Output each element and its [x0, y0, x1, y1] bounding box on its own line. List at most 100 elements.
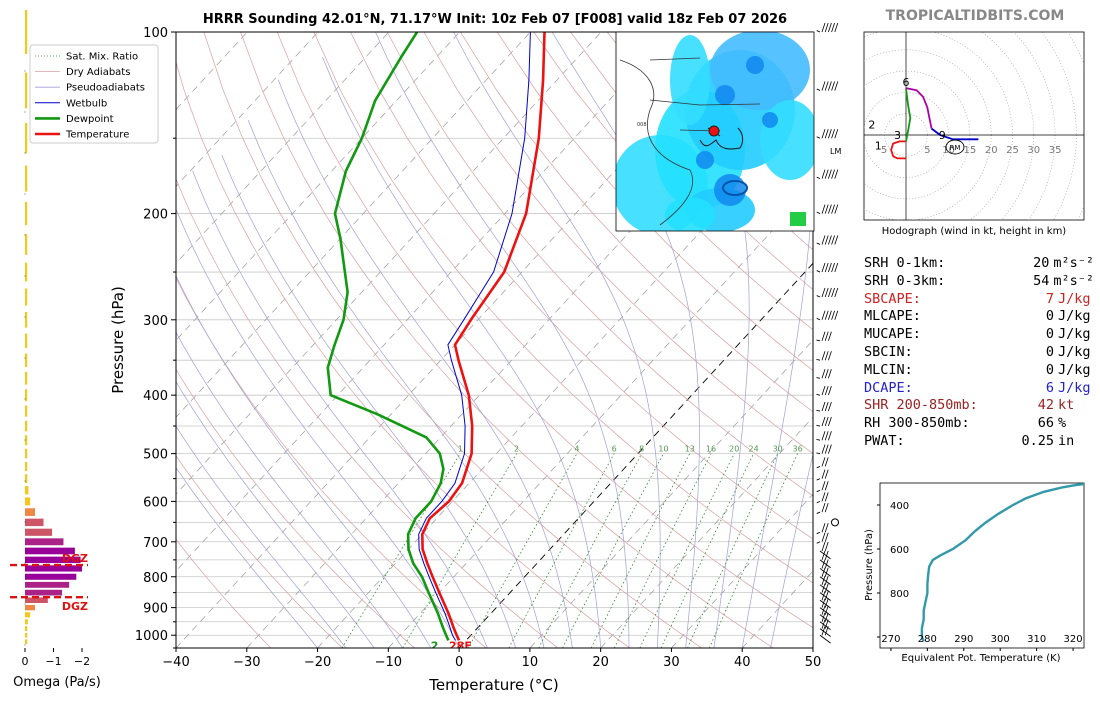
- theta-e-xlabel: Equivalent Pot. Temperature (K): [901, 653, 1060, 664]
- barb-flag: [822, 311, 825, 320]
- barb-staff: [820, 551, 831, 559]
- sounding-location-marker: [709, 126, 719, 136]
- barb-flag: [828, 235, 831, 244]
- wetbulb-line: [419, 32, 531, 640]
- mixing-ratio-label: 13: [685, 445, 695, 454]
- mixing-ratio-line: [563, 454, 664, 648]
- radar-echo: [760, 100, 820, 180]
- barb-staff: [817, 177, 820, 178]
- omega-bar: [25, 202, 27, 225]
- mixing-ratio-label: 10: [658, 445, 668, 454]
- omega-bar: [25, 486, 28, 494]
- omega-bar: [25, 619, 28, 624]
- barb-staff: [817, 212, 820, 213]
- barb-staff: [817, 89, 820, 90]
- barb-staff: [816, 340, 820, 341]
- radar-green-patch: [790, 212, 806, 226]
- barb-flag: [822, 81, 825, 90]
- legend-label: Temperature: [65, 130, 129, 141]
- barb-flag: [828, 351, 831, 360]
- barb-flag: [835, 311, 838, 320]
- omega-bar: [25, 529, 52, 536]
- param-label: MLCAPE:: [864, 308, 994, 326]
- brand-watermark: TROPICALTIDBITS.COM: [886, 8, 1065, 24]
- barb-flag: [825, 81, 828, 90]
- x-tick-label: 20: [592, 655, 609, 670]
- barb-flag: [828, 129, 831, 138]
- lm-label: LM: [830, 147, 841, 156]
- y-tick-label: 400: [143, 389, 168, 404]
- y-tick-label: 900: [143, 602, 168, 617]
- omega-bar: [25, 612, 30, 617]
- barb-flag: [828, 402, 831, 411]
- param-label: MUCAPE:: [864, 326, 994, 344]
- barb-staff: [820, 635, 831, 643]
- dewpoint-line: [328, 32, 449, 640]
- legend-label: Dry Adiabats: [66, 67, 130, 78]
- barb-flag: [822, 235, 825, 244]
- surface-dewpoint-label: 2: [431, 639, 439, 652]
- barb-flag: [825, 492, 828, 501]
- mixing-ratio-label: 24: [749, 445, 759, 454]
- barb-flag: [835, 205, 838, 214]
- barb-flag: [822, 533, 825, 542]
- dry-adiabat: [131, 32, 558, 648]
- barb-staff: [816, 425, 820, 426]
- barb-flag: [822, 129, 825, 138]
- barb-flag: [825, 481, 828, 490]
- y-tick-label: 1000: [135, 629, 168, 644]
- param-unit: J/kg: [1058, 344, 1091, 362]
- omega-bar: [25, 288, 27, 305]
- barb-flag: [822, 386, 825, 395]
- hodograph-ring-label: 25: [1006, 145, 1019, 156]
- dry-adiabat: [167, 32, 630, 648]
- radar-echo-strong: [696, 151, 714, 169]
- mixing-ratio-label: 1: [458, 445, 463, 454]
- barb-staff: [817, 512, 820, 513]
- barb-flag: [825, 445, 828, 454]
- param-value: 66: [994, 415, 1054, 433]
- barb-flag: [828, 369, 831, 378]
- x-tick-label: −30: [233, 655, 260, 670]
- barb-flag: [828, 431, 831, 440]
- param-unit: J/kg: [1058, 362, 1091, 380]
- mixing-ratio-line: [709, 454, 797, 648]
- barb-flag: [822, 263, 825, 272]
- hodograph-height-label: 6: [903, 76, 910, 89]
- omega-bar: [25, 123, 27, 153]
- x-tick-label: −10: [375, 655, 402, 670]
- barb-staff: [817, 271, 820, 272]
- omega-bar: [25, 372, 27, 385]
- x-tick-label: 50: [805, 655, 822, 670]
- barb-staff: [817, 532, 820, 533]
- hodograph-ring-label: 30: [1027, 145, 1040, 156]
- barb-flag: [828, 170, 831, 179]
- hodograph-height-label: 1: [875, 140, 882, 153]
- barb-flag: [828, 81, 831, 90]
- barb-flag: [825, 351, 828, 360]
- param-value: 0: [994, 308, 1054, 326]
- hodograph-title: Hodograph (wind in kt, height in km): [882, 226, 1067, 237]
- x-tick-label: −20: [304, 655, 331, 670]
- barb-flag: [822, 457, 825, 466]
- barb-flag: [822, 288, 825, 297]
- barb-staff: [817, 466, 820, 467]
- barb-flag: [822, 402, 825, 411]
- barb-flag: [828, 311, 831, 320]
- skewt-xlabel: Temperature (°C): [428, 676, 558, 694]
- mixing-ratio-line: [640, 454, 734, 648]
- omega-tick-label: −2: [74, 655, 90, 668]
- radar-echo: [670, 35, 710, 125]
- barb-flag: [825, 311, 828, 320]
- mixing-ratio-line: [614, 454, 711, 648]
- barb-flag: [822, 523, 825, 532]
- mixing-ratio-label: 4: [574, 445, 579, 454]
- barb-staff: [817, 501, 820, 502]
- param-label: PWAT:: [864, 433, 994, 451]
- y-tick-label: 300: [143, 314, 168, 329]
